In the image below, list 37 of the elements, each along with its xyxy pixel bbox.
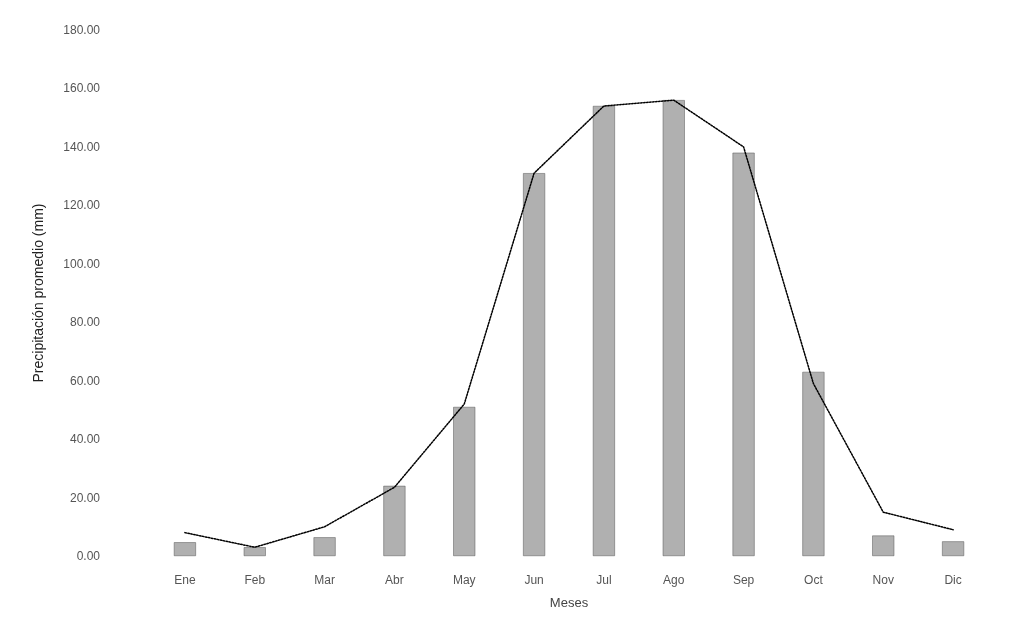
y-tick-label: 180.00 [63, 23, 101, 37]
bar [523, 173, 546, 556]
x-tick-label: Mar [314, 573, 335, 587]
x-tick-label: Oct [804, 573, 824, 587]
x-tick-label: Ago [663, 573, 685, 587]
y-tick-label: 40.00 [69, 432, 101, 447]
bar [802, 371, 825, 556]
x-tick-label: Jul [596, 573, 612, 587]
y-tick-label: 20.00 [69, 490, 101, 505]
bar [592, 105, 615, 556]
bar [732, 152, 755, 556]
y-tick-label: 120.00 [63, 198, 101, 213]
y-tick-label: 100.00 [63, 256, 101, 271]
x-tick-label: Ene [174, 573, 196, 587]
x-tick-label: Abr [385, 573, 404, 587]
y-tick-label: 160.00 [63, 81, 101, 96]
line-series [184, 99, 954, 548]
y-tick-label: 60.00 [69, 373, 101, 388]
x-tick-label: Jun [524, 573, 544, 587]
y-tick-label: 0.00 [76, 549, 101, 563]
bar [942, 541, 965, 556]
y-tick-label: 80.00 [69, 315, 101, 330]
bar [662, 100, 685, 556]
x-tick-label: Nov [872, 573, 894, 587]
x-tick-label: Feb [244, 573, 266, 587]
x-axis-title: Meses [549, 595, 589, 610]
y-axis-title: Precipitación promedio (mm) [30, 203, 46, 383]
x-tick-label: Dic [944, 573, 962, 587]
bar [173, 542, 196, 556]
bar [383, 485, 406, 556]
bar [243, 547, 266, 556]
y-tick-label: 140.00 [63, 139, 101, 154]
bar [872, 535, 895, 556]
x-tick-label: Sep [732, 573, 755, 587]
bar [453, 406, 476, 556]
bar [313, 537, 336, 556]
x-tick-label: May [452, 573, 476, 587]
